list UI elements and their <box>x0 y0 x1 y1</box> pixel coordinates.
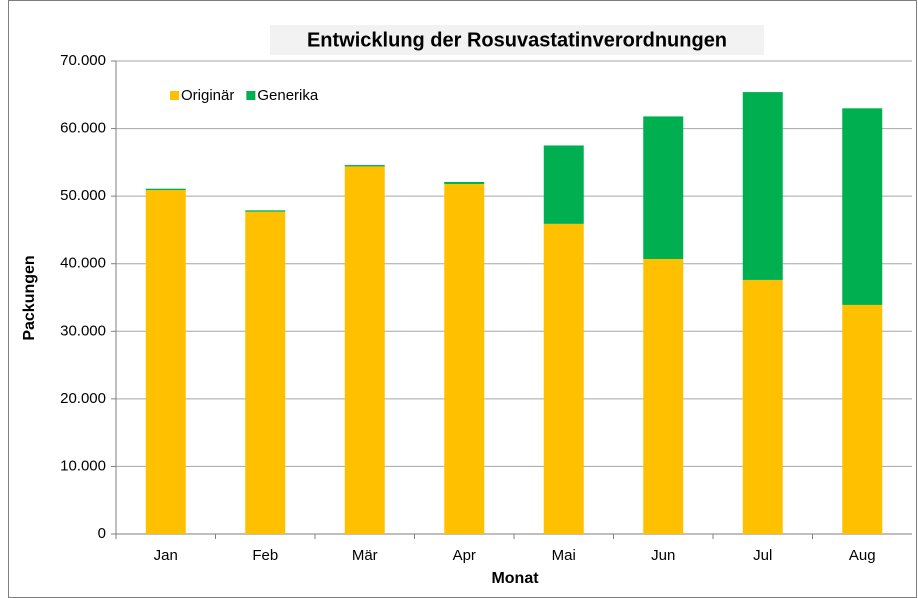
x-tick-label: Feb <box>252 547 278 564</box>
y-tick-label: 40.000 <box>60 255 106 272</box>
x-tick-label: Apr <box>453 547 476 564</box>
bar-segment <box>643 116 684 259</box>
x-tick-label: Aug <box>849 547 876 564</box>
bar-segment <box>145 188 186 191</box>
bar-segment <box>245 210 286 212</box>
bar-segment <box>145 190 186 534</box>
bar-segment <box>344 165 385 167</box>
x-tick-label: Mai <box>552 547 576 564</box>
x-tick-label: Jan <box>154 547 178 564</box>
legend-swatch <box>246 91 256 100</box>
bar-segment <box>842 108 883 305</box>
bar-segment <box>643 258 684 534</box>
y-tick-label: 30.000 <box>60 322 106 339</box>
bar-segment <box>742 92 783 280</box>
y-axis-label: Packungen <box>21 255 38 340</box>
bar-segment <box>344 166 385 534</box>
y-tick-label: 0 <box>98 525 106 542</box>
y-tick-label: 50.000 <box>60 187 106 204</box>
bar-segment <box>742 279 783 534</box>
bar-segment <box>543 145 584 224</box>
legend-swatch <box>170 91 179 100</box>
bar-segment <box>444 183 485 535</box>
x-axis-label: Monat <box>491 570 539 587</box>
y-tick-label: 20.000 <box>60 390 106 407</box>
bar-segment <box>245 211 286 535</box>
bar-segment <box>842 304 883 534</box>
bar-segment <box>444 181 485 184</box>
x-tick-label: Mär <box>352 547 378 564</box>
y-tick-label: 10.000 <box>60 457 106 474</box>
x-tick-label: Jul <box>753 547 772 564</box>
y-tick-label: 60.000 <box>60 120 106 137</box>
chart-title: Entwicklung der Rosuvastatinverordnungen <box>307 29 727 51</box>
bar-segment <box>543 223 584 534</box>
y-tick-label: 70.000 <box>60 52 106 69</box>
x-tick-label: Jun <box>651 547 675 564</box>
title-box <box>270 25 764 55</box>
legend-label: Generika <box>257 87 319 104</box>
legend-label: Originär <box>181 87 234 104</box>
